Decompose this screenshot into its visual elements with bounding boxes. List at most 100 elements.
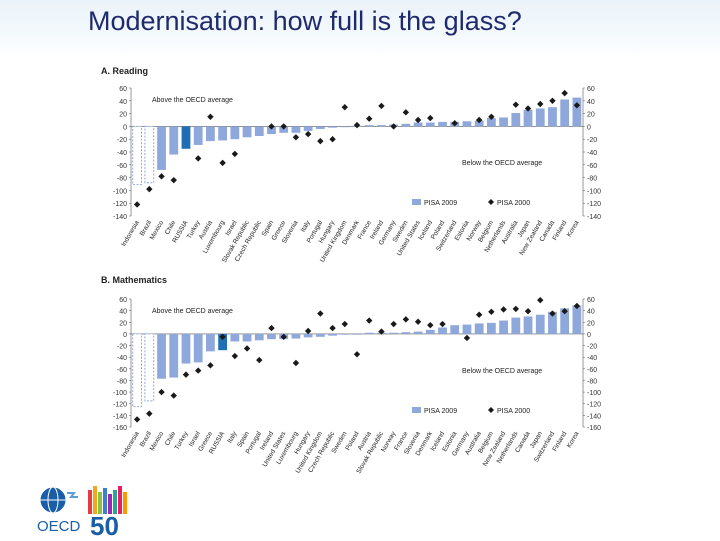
marker-2000 — [243, 345, 251, 352]
marker-2000 — [488, 308, 495, 315]
legend-label-2009: PISA 2009 — [424, 200, 457, 207]
marker-2000 — [427, 114, 434, 122]
y-tick-label-right: 40 — [587, 309, 595, 316]
bar — [401, 123, 411, 127]
y-tick-label-right: 60 — [587, 297, 595, 304]
marker-2000 — [317, 137, 324, 145]
marker-2000 — [158, 173, 165, 180]
legend-swatch-2009 — [412, 199, 421, 205]
bar — [132, 333, 143, 408]
bar — [523, 316, 533, 334]
marker-2000 — [292, 134, 300, 141]
y-tick-label-left: 60 — [119, 297, 127, 304]
bar — [315, 126, 325, 129]
marker-2000 — [194, 367, 202, 374]
marker-2000 — [378, 102, 385, 110]
marker-2000 — [268, 123, 275, 130]
y-tick-label-left: -80 — [117, 378, 127, 385]
marker-2000 — [133, 201, 141, 208]
y-tick-label-left: -100 — [113, 188, 127, 195]
marker-2000 — [207, 362, 214, 369]
bar — [352, 333, 362, 335]
marker-2000 — [524, 105, 532, 112]
bar — [157, 126, 166, 170]
y-tick-label-left: 20 — [119, 112, 127, 119]
marker-2000 — [329, 324, 336, 332]
y-tick-label-left: -140 — [113, 214, 127, 221]
marker-2000 — [219, 333, 226, 341]
marker-2000 — [402, 109, 410, 116]
marker-2000 — [353, 351, 361, 358]
marker-2000 — [537, 296, 544, 304]
bar — [499, 117, 508, 127]
logo-oecd-text: OECD — [37, 518, 81, 535]
bar — [486, 118, 496, 127]
y-tick-label-left: -60 — [117, 367, 127, 374]
marker-2000 — [500, 306, 507, 313]
marker-2000 — [231, 352, 239, 360]
annotation-above: Above the OECD average — [152, 308, 233, 315]
marker-2000 — [268, 324, 275, 332]
y-tick-label-left: 0 — [123, 332, 127, 339]
y-tick-label-right: -160 — [587, 425, 601, 432]
marker-2000 — [463, 334, 471, 342]
y-tick-label-right: -60 — [587, 163, 597, 170]
y-tick-label-left: -120 — [113, 201, 127, 208]
y-tick-label-left: -100 — [113, 390, 127, 397]
marker-2000 — [573, 102, 581, 109]
marker-2000 — [341, 104, 348, 111]
bar — [438, 121, 447, 127]
bar — [511, 317, 521, 334]
legend-label-2000: PISA 2000 — [497, 408, 530, 415]
y-tick-label-right: -40 — [587, 150, 597, 157]
panel-title: A. Reading — [101, 66, 148, 76]
marker-2000 — [561, 308, 568, 315]
y-tick-label-left: 0 — [123, 124, 127, 131]
y-tick-label-right: -100 — [587, 188, 601, 195]
bar — [132, 125, 143, 186]
bar — [144, 125, 155, 184]
bar — [242, 333, 252, 342]
marker-2000 — [133, 416, 141, 423]
marker-2000 — [182, 371, 190, 378]
bar — [474, 120, 484, 127]
marker-2000 — [378, 328, 385, 335]
annotation-above: Above the OECD average — [152, 97, 233, 104]
bar — [340, 333, 350, 335]
bar — [425, 329, 435, 334]
bar — [267, 333, 276, 340]
bar — [401, 332, 411, 334]
bar — [523, 109, 533, 127]
bar — [389, 332, 399, 334]
marker-2000 — [439, 320, 446, 328]
legend-marker-2000 — [488, 407, 494, 413]
bar — [230, 126, 240, 140]
bar — [254, 126, 264, 136]
marker-2000 — [366, 115, 373, 122]
y-tick-label-left: 40 — [119, 99, 127, 106]
bar — [535, 108, 545, 127]
marker-2000 — [390, 320, 397, 328]
y-tick-label-right: 20 — [587, 112, 595, 119]
legend-label-2009: PISA 2009 — [424, 408, 457, 415]
bar — [303, 333, 313, 338]
bar — [560, 308, 570, 334]
y-tick-label-right: -40 — [587, 355, 597, 362]
marker-2000 — [549, 97, 556, 104]
bar — [413, 331, 423, 334]
bar — [462, 121, 472, 127]
y-tick-label-right: -20 — [587, 344, 597, 351]
bar — [206, 333, 215, 352]
y-tick-label-left: -60 — [117, 163, 127, 170]
marker-2000 — [231, 150, 239, 158]
bar — [144, 333, 155, 402]
bar — [303, 126, 313, 131]
legend: PISA 2009 PISA 2000 — [412, 199, 530, 207]
y-tick-label-right: -120 — [587, 201, 601, 208]
y-tick-label-right: -60 — [587, 367, 597, 374]
marker-2000 — [146, 185, 153, 193]
bar — [572, 305, 582, 334]
marker-2000 — [219, 159, 226, 167]
fifty-mark — [88, 486, 127, 514]
